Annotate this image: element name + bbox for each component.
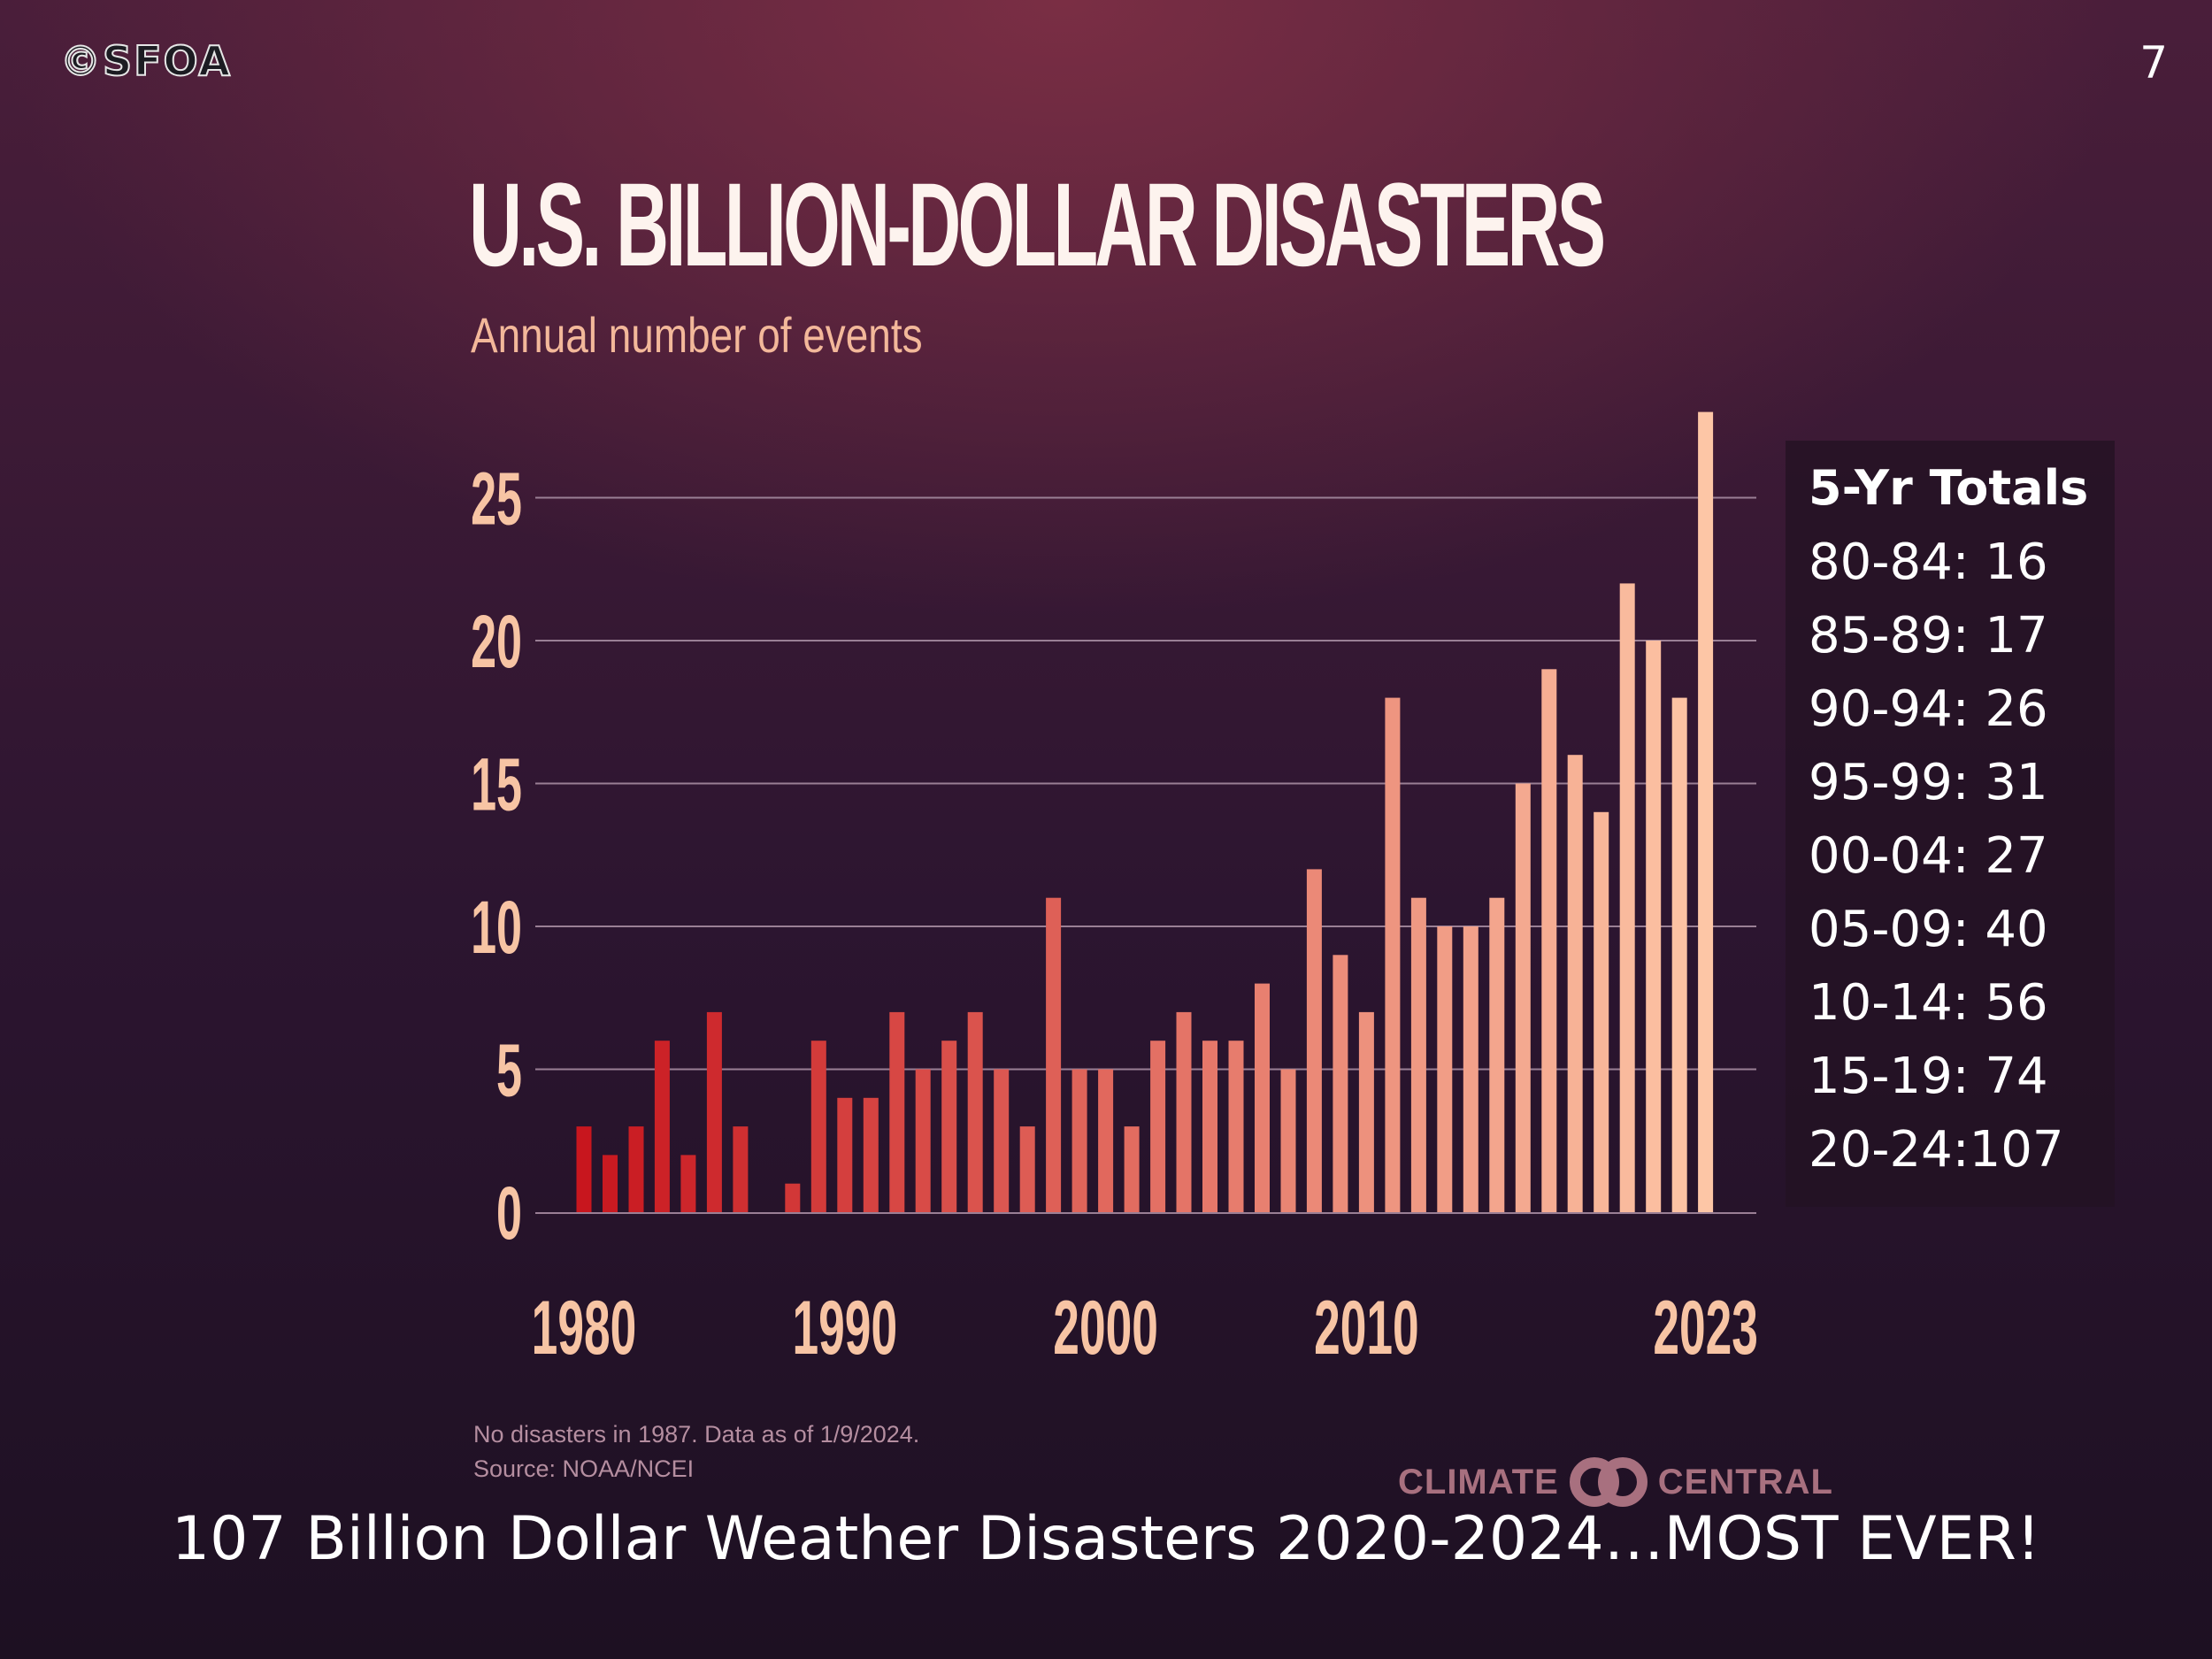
brand-right-text: CENTRAL [1657, 1462, 1833, 1502]
bar-1996 [994, 1069, 1010, 1212]
bar-2017 [1541, 669, 1557, 1212]
bar-1991 [863, 1097, 879, 1212]
bar-1989 [810, 1041, 826, 1212]
bar-2006 [1255, 983, 1270, 1212]
bar-1986 [733, 1126, 749, 1212]
bar-2003 [1176, 1011, 1192, 1212]
y-tick-label: 20 [471, 600, 522, 683]
infinity-logo-icon [1569, 1457, 1647, 1507]
bar-2022 [1671, 697, 1687, 1212]
x-tick-label: 1990 [792, 1286, 897, 1371]
chart-subtitle: Annual number of events [471, 307, 923, 363]
copyright-text: ©SFOA [59, 36, 233, 86]
bar-1980 [576, 1126, 592, 1212]
bar-1997 [1019, 1126, 1035, 1212]
bars [576, 411, 1714, 1213]
totals-row: 15-19: 74 [1809, 1048, 2048, 1105]
slide-headline: 107 Billion Dollar Weather Disasters 202… [171, 1504, 2041, 1574]
bar-2004 [1202, 1041, 1217, 1212]
x-tick-label: 2023 [1653, 1286, 1758, 1371]
bar-2012 [1410, 897, 1426, 1212]
bar-1999 [1071, 1069, 1087, 1212]
bar-2019 [1594, 811, 1609, 1212]
bar-2015 [1489, 897, 1505, 1212]
bar-2020 [1619, 583, 1635, 1212]
x-tick-label: 2000 [1053, 1286, 1158, 1371]
totals-row: 00-04: 27 [1809, 827, 2048, 885]
totals-row: 10-14: 56 [1809, 974, 2048, 1032]
totals-row: 85-89: 17 [1809, 607, 2048, 664]
bar-1998 [1046, 897, 1062, 1212]
bar-1985 [706, 1011, 722, 1212]
bar-1993 [915, 1069, 931, 1212]
totals-row: 05-09: 40 [1809, 901, 2048, 958]
bar-2013 [1437, 926, 1453, 1212]
y-tick-label: 15 [471, 743, 522, 826]
bar-2011 [1385, 697, 1401, 1212]
x-tick-label: 1980 [532, 1286, 637, 1371]
bar-1994 [941, 1041, 957, 1212]
bar-1981 [603, 1155, 618, 1212]
y-tick-label: 0 [496, 1171, 522, 1255]
bar-1982 [628, 1126, 644, 1212]
bar-1992 [889, 1011, 905, 1212]
bar-2016 [1515, 783, 1531, 1212]
bar-2000 [1098, 1069, 1114, 1212]
x-tick-label: 2010 [1314, 1286, 1419, 1371]
x-axis-labels: 1980 1990 2000 2010 2023 [532, 1286, 1758, 1371]
bar-2008 [1306, 869, 1322, 1212]
bar-2014 [1463, 926, 1479, 1212]
bar-1988 [785, 1183, 801, 1212]
bar-2001 [1124, 1126, 1140, 1212]
bar-2023 [1698, 411, 1714, 1213]
bar-1983 [654, 1041, 670, 1212]
chart-source: Source: NOAA/NCEI [473, 1455, 695, 1482]
bar-chart: 0 5 10 15 20 25 1980 1990 2000 2010 2023 [471, 411, 1758, 1371]
chart-note: No disasters in 1987. Data as of 1/9/202… [473, 1421, 920, 1448]
bar-2009 [1333, 955, 1348, 1212]
bar-2007 [1280, 1069, 1296, 1212]
y-axis-labels: 0 5 10 15 20 25 [471, 457, 522, 1255]
totals-title: 5-Yr Totals [1809, 460, 2089, 516]
five-year-totals-box: 5-Yr Totals 80-84: 16 85-89: 17 90-94: 2… [1786, 441, 2115, 1207]
bar-1995 [967, 1011, 983, 1212]
totals-row: 20-24:107 [1809, 1121, 2064, 1179]
chart-title: U.S. BILLION-DOLLAR DISASTERS [469, 159, 1606, 291]
y-tick-label: 25 [471, 457, 522, 541]
totals-row: 80-84: 16 [1809, 534, 2048, 591]
page-number: 7 [2139, 37, 2168, 88]
bar-2018 [1567, 755, 1583, 1212]
bar-2010 [1358, 1011, 1374, 1212]
totals-row: 90-94: 26 [1809, 680, 2048, 738]
bar-2021 [1646, 641, 1662, 1212]
y-tick-label: 5 [496, 1029, 522, 1112]
bar-2002 [1150, 1041, 1166, 1212]
climate-central-logo: CLIMATE CENTRAL [1398, 1455, 1833, 1509]
bar-1984 [680, 1155, 696, 1212]
bar-1990 [837, 1097, 853, 1212]
totals-row: 95-99: 31 [1809, 754, 2048, 811]
bar-2005 [1228, 1041, 1244, 1212]
y-tick-label: 10 [471, 886, 522, 969]
brand-left-text: CLIMATE [1398, 1462, 1559, 1502]
